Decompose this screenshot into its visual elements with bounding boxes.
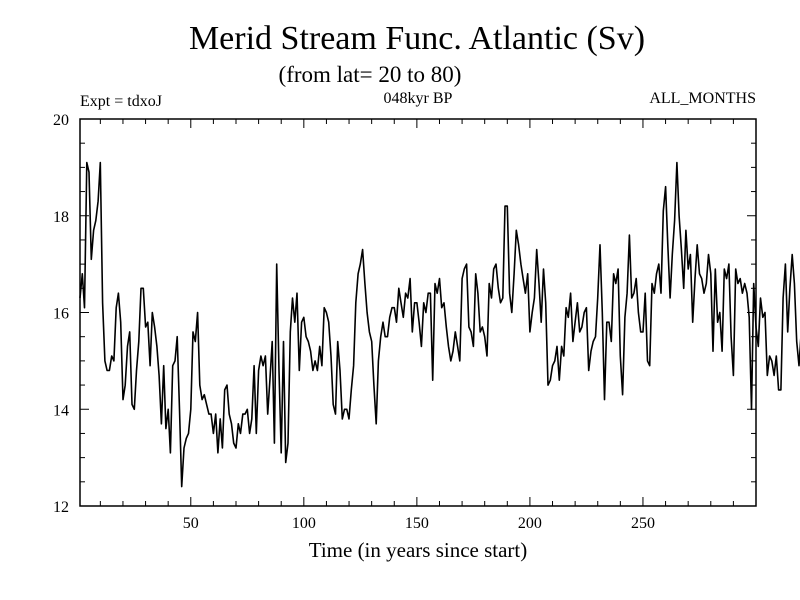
plot-frame	[79, 118, 757, 507]
x-tick-label: 200	[518, 515, 542, 532]
x-axis-label: Time (in years since start)	[309, 538, 528, 562]
y-tick-label: 12	[53, 499, 69, 516]
y-tick-labels: 12 14 16 18 20	[53, 112, 69, 516]
experiment-label: Expt = tdxoJ	[80, 93, 162, 110]
months-label: ALL_MONTHS	[649, 90, 756, 107]
chart-subtitle: (from lat= 20 to 80)	[279, 62, 462, 87]
period-label: 048kyr BP	[384, 90, 453, 107]
y-tick-label: 18	[53, 209, 69, 226]
x-tick-label: 150	[405, 515, 429, 532]
y-tick-label: 20	[53, 112, 69, 129]
x-tick-label: 100	[292, 515, 316, 532]
y-tick-label: 14	[53, 402, 69, 419]
y-tick-label: 16	[53, 306, 69, 323]
chart-title: Merid Stream Func. Atlantic (Sv)	[189, 20, 645, 57]
series-line	[79, 161, 800, 488]
x-tick-label: 50	[183, 515, 199, 532]
x-tick-labels: 50 100 150 200 250	[183, 515, 655, 532]
x-tick-label: 250	[631, 515, 655, 532]
